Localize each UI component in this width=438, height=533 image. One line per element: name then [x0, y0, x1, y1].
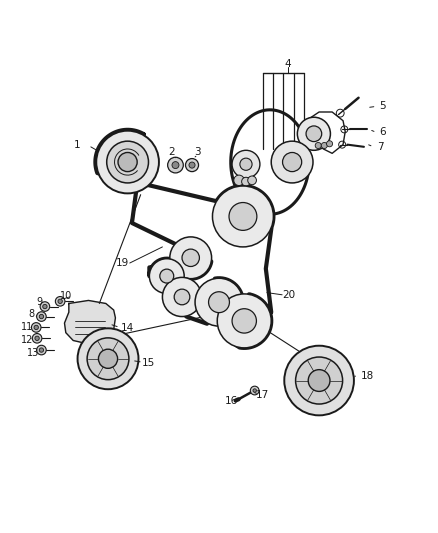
Circle shape [326, 141, 332, 147]
Text: 12: 12 [21, 335, 34, 345]
Circle shape [99, 349, 117, 368]
Circle shape [283, 152, 302, 172]
Circle shape [195, 278, 243, 326]
Circle shape [96, 131, 159, 193]
Circle shape [242, 177, 251, 186]
Circle shape [208, 292, 230, 313]
Circle shape [185, 158, 198, 172]
Circle shape [296, 357, 343, 404]
Circle shape [168, 157, 184, 173]
Circle shape [162, 277, 201, 317]
Polygon shape [64, 301, 116, 344]
Text: 8: 8 [28, 309, 34, 319]
Circle shape [297, 117, 330, 150]
Circle shape [55, 296, 65, 306]
Circle shape [160, 269, 174, 283]
Circle shape [34, 325, 39, 329]
Text: 20: 20 [282, 290, 295, 300]
Circle shape [232, 309, 256, 333]
Circle shape [39, 314, 44, 319]
Circle shape [248, 176, 256, 184]
Circle shape [172, 161, 179, 168]
Circle shape [39, 348, 44, 352]
Text: 15: 15 [142, 358, 155, 368]
Circle shape [78, 328, 138, 389]
Circle shape [37, 312, 46, 321]
Circle shape [40, 302, 49, 311]
Circle shape [321, 142, 327, 149]
Circle shape [32, 334, 42, 343]
Circle shape [170, 237, 212, 279]
Text: 10: 10 [60, 291, 72, 301]
Circle shape [229, 203, 257, 230]
Text: 18: 18 [360, 371, 374, 381]
Circle shape [251, 386, 259, 395]
Circle shape [232, 150, 260, 178]
Circle shape [87, 338, 129, 379]
Circle shape [308, 370, 330, 391]
Circle shape [43, 304, 47, 309]
Text: 16: 16 [225, 397, 238, 407]
Circle shape [118, 152, 137, 172]
Text: 7: 7 [377, 142, 383, 152]
Text: 11: 11 [21, 322, 33, 333]
Text: 3: 3 [194, 148, 201, 157]
Circle shape [107, 141, 148, 183]
Circle shape [284, 346, 354, 415]
Circle shape [189, 162, 195, 168]
Circle shape [240, 158, 252, 171]
Text: 13: 13 [27, 348, 39, 358]
Text: 1: 1 [74, 140, 81, 150]
Circle shape [271, 141, 313, 183]
Circle shape [58, 299, 62, 303]
Circle shape [217, 294, 271, 348]
Text: 17: 17 [256, 390, 269, 400]
Text: 14: 14 [121, 324, 134, 333]
Circle shape [32, 322, 41, 332]
Circle shape [306, 126, 322, 142]
Text: 5: 5 [379, 101, 385, 111]
Circle shape [182, 249, 199, 266]
Text: 9: 9 [37, 297, 43, 307]
Text: 4: 4 [284, 59, 291, 69]
Circle shape [35, 336, 39, 341]
Circle shape [253, 389, 256, 392]
Text: 19: 19 [116, 258, 129, 268]
Circle shape [37, 345, 46, 355]
Text: 6: 6 [379, 127, 385, 138]
Circle shape [315, 142, 321, 149]
Circle shape [234, 175, 244, 185]
Circle shape [174, 289, 190, 305]
Circle shape [212, 186, 273, 247]
Text: 2: 2 [168, 148, 174, 157]
Circle shape [149, 259, 184, 294]
